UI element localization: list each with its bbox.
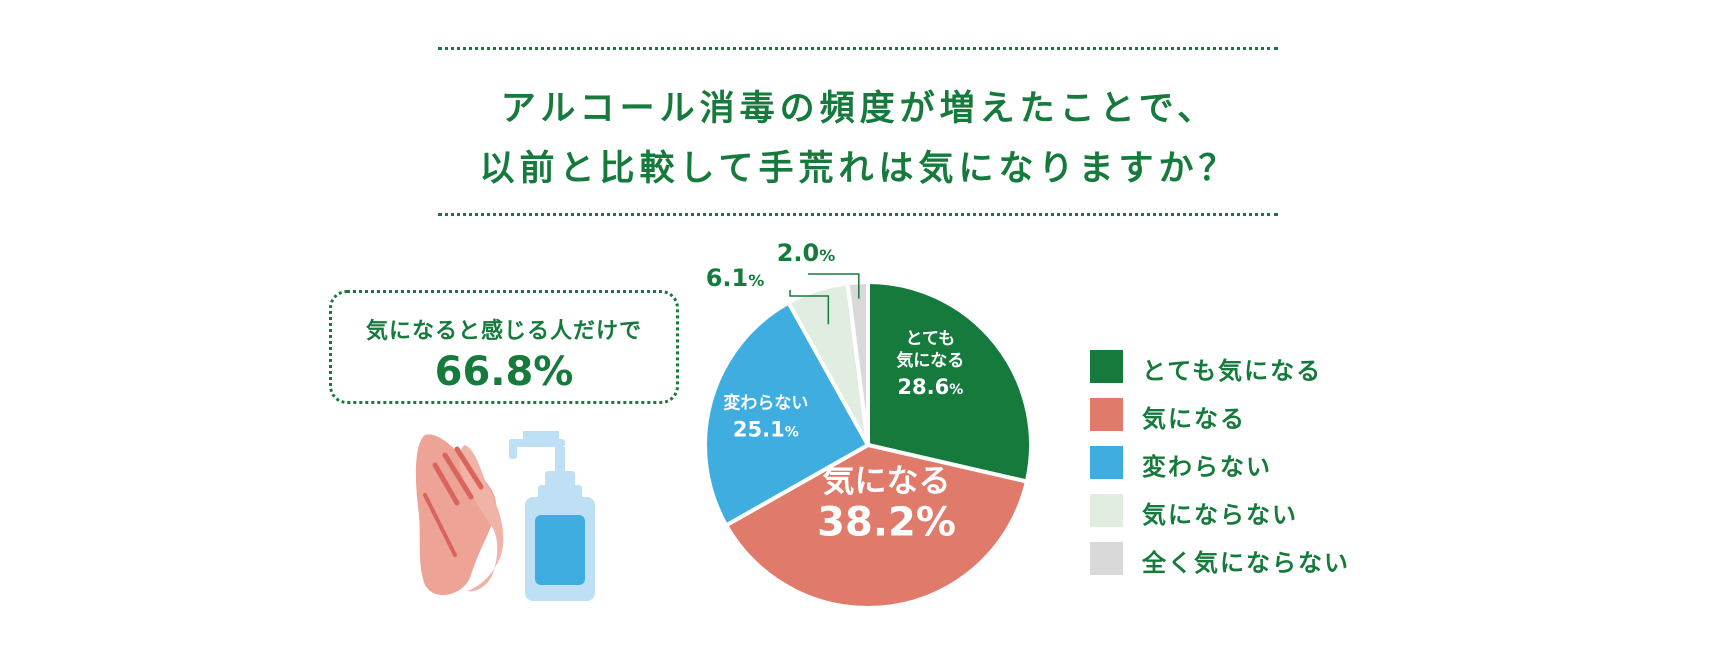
legend-item-2: 気になる xyxy=(1090,398,1390,433)
legend-item-3: 変わらない xyxy=(1090,446,1390,481)
top-dotted-divider xyxy=(438,47,1278,50)
legend-item-4: 気にならない xyxy=(1090,494,1390,529)
legend-swatch xyxy=(1090,398,1123,431)
legend-item-1: とても気になる xyxy=(1090,350,1390,385)
slice-label-2: 気になる xyxy=(823,462,951,500)
slice-label-1-line-2: 気になる xyxy=(895,350,964,371)
legend-swatch xyxy=(1090,446,1123,479)
callout-label: 気になると感じる人だけで xyxy=(365,319,642,344)
slice-label-1-line-1: とても xyxy=(905,329,955,349)
page-title-line-1: アルコール消毒の頻度が増えたことで、 xyxy=(500,89,1218,129)
pie-slice-1 xyxy=(866,279,1033,484)
pie-slice-2 xyxy=(723,442,1030,610)
callout-value: 66.8% xyxy=(434,349,574,395)
hands-icon xyxy=(415,434,504,596)
bottom-dotted-divider xyxy=(438,213,1278,216)
slice-value-1: 28.6% xyxy=(897,375,963,399)
legend-label: 全く気にならない xyxy=(1142,549,1350,577)
legend-label: 変わらない xyxy=(1142,453,1272,481)
callout-line-5 xyxy=(808,273,860,299)
legend-swatch xyxy=(1090,350,1123,383)
pie-slice-3 xyxy=(703,299,871,529)
legend-label: とても気になる xyxy=(1142,357,1323,385)
legend-swatch xyxy=(1090,542,1123,575)
legend-swatch xyxy=(1090,494,1123,527)
callout-line-4 xyxy=(789,290,830,325)
pie-slice-5 xyxy=(845,279,870,446)
slice-value-2: 38.2% xyxy=(817,500,956,546)
hand-sanitizer-illustration xyxy=(415,431,595,601)
sanitizer-bottle-icon xyxy=(509,431,595,601)
slice-value-3: 25.1% xyxy=(733,418,799,442)
summary-callout: 気になると感じる人だけで 66.8% xyxy=(329,290,679,404)
page-title-line-2: 以前と比較して手荒れは気になりますか？ xyxy=(479,149,1239,189)
slice-value-5: 2.0% xyxy=(777,239,836,267)
legend-label: 気になる xyxy=(1142,405,1246,433)
slice-label-3: 変わらない xyxy=(723,393,808,414)
slice-value-4: 6.1% xyxy=(706,264,765,292)
legend-item-5: 全く気にならない xyxy=(1090,542,1390,577)
legend-label: 気にならない xyxy=(1142,501,1298,529)
